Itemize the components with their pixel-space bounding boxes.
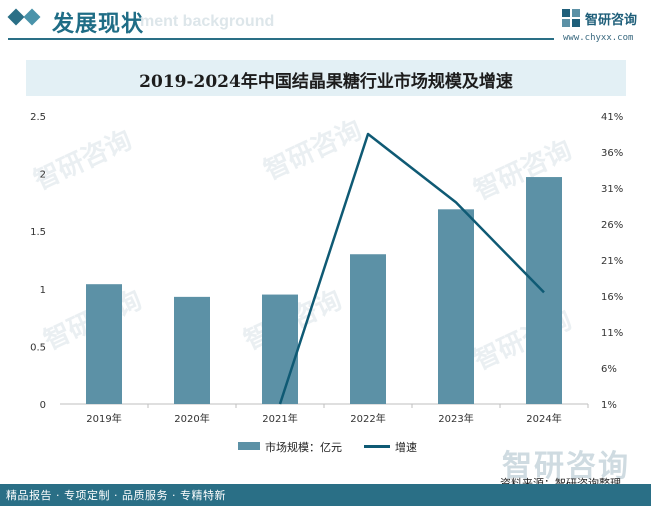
x-tick-label: 2020年 xyxy=(174,412,209,425)
chart-title-band: 2019-2024年中国结晶果糖行业市场规模及增速 xyxy=(26,60,626,96)
y-left-tick-label: 1 xyxy=(40,285,46,296)
y-right-tick-label: 16% xyxy=(601,292,623,303)
growth-rate-line xyxy=(278,132,545,405)
y-left-tick-label: 2.5 xyxy=(30,112,46,123)
legend-bar-swatch xyxy=(238,442,260,450)
y-left-tick-label: 1.5 xyxy=(30,227,46,238)
y-right-tick-label: 31% xyxy=(601,184,623,195)
x-tick-label: 2023年 xyxy=(438,412,473,425)
footer-services: 精品报告 · 专项定制 · 品质服务 · 专精特新 xyxy=(6,489,226,502)
bar xyxy=(86,284,122,404)
brand-logo-icon xyxy=(562,9,580,27)
bar xyxy=(262,294,298,404)
x-tick-label: 2021年 xyxy=(262,412,297,425)
legend-label: 增速 xyxy=(395,441,417,454)
y-left-tick-label: 0 xyxy=(40,400,46,411)
legend-label: 市场规模：亿元 xyxy=(265,441,342,454)
y-right-tick-label: 26% xyxy=(601,220,623,231)
footer-bar: 精品报告 · 专项定制 · 品质服务 · 专精特新 xyxy=(0,484,651,506)
chart-title: 2019-2024年中国结晶果糖行业市场规模及增速 xyxy=(139,72,513,92)
legend-line-swatch xyxy=(364,445,390,448)
y-right-tick-label: 36% xyxy=(601,148,623,159)
bottom-watermark: 智研咨询 xyxy=(502,449,630,484)
y-right-tick-label: 11% xyxy=(601,328,623,339)
bar xyxy=(526,177,562,404)
bar xyxy=(174,296,210,404)
y-right-tick-label: 1% xyxy=(601,400,617,411)
brand-logo-name: 智研咨询 xyxy=(585,13,638,28)
section-title: 发展现状 xyxy=(52,12,145,37)
x-tick-label: 2024年 xyxy=(526,412,561,425)
bar xyxy=(350,254,386,404)
y-left-tick-label: 0.5 xyxy=(30,342,46,353)
header-watermark-text: ment background xyxy=(140,13,275,30)
x-tick-label: 2019年 xyxy=(86,412,121,425)
y-right-tick-label: 41% xyxy=(601,112,623,123)
bar xyxy=(438,209,474,404)
y-right-tick-label: 21% xyxy=(601,256,623,267)
y-right-tick-label: 6% xyxy=(601,364,617,375)
header-divider xyxy=(8,38,554,40)
brand-url: www.chyxx.com xyxy=(563,33,634,43)
y-left-tick-label: 2 xyxy=(40,170,46,181)
x-tick-label: 2022年 xyxy=(350,412,385,425)
chart-legend: 市场规模：亿元 增速 xyxy=(0,439,651,454)
chart-plot: 0 0.5 1 1.5 2 2.5 1% 6% 11% 16% 21% 26% 31% 36% 41% 201… xyxy=(30,112,623,425)
header: 发展现状 ment background 智研咨询 www.chyxx.com xyxy=(0,0,651,44)
